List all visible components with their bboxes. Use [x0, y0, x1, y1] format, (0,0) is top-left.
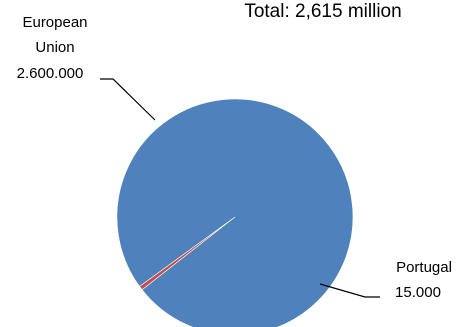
- data-label-portugal-name: Portugal: [396, 259, 452, 276]
- data-label-european-union-value: 2.600.000: [17, 65, 84, 82]
- data-label-portugal-value: 15.000: [395, 284, 441, 301]
- data-label-european-union-line2: Union: [35, 39, 74, 56]
- leader-line-european-union: [100, 78, 156, 121]
- chart-title: Total: 2,615 million: [244, 1, 401, 22]
- leader-line-portugal: [319, 283, 380, 298]
- pie-slices: [116, 98, 354, 327]
- data-label-european-union-line1: European: [22, 14, 87, 31]
- pie-slice-european-union: [116, 98, 354, 327]
